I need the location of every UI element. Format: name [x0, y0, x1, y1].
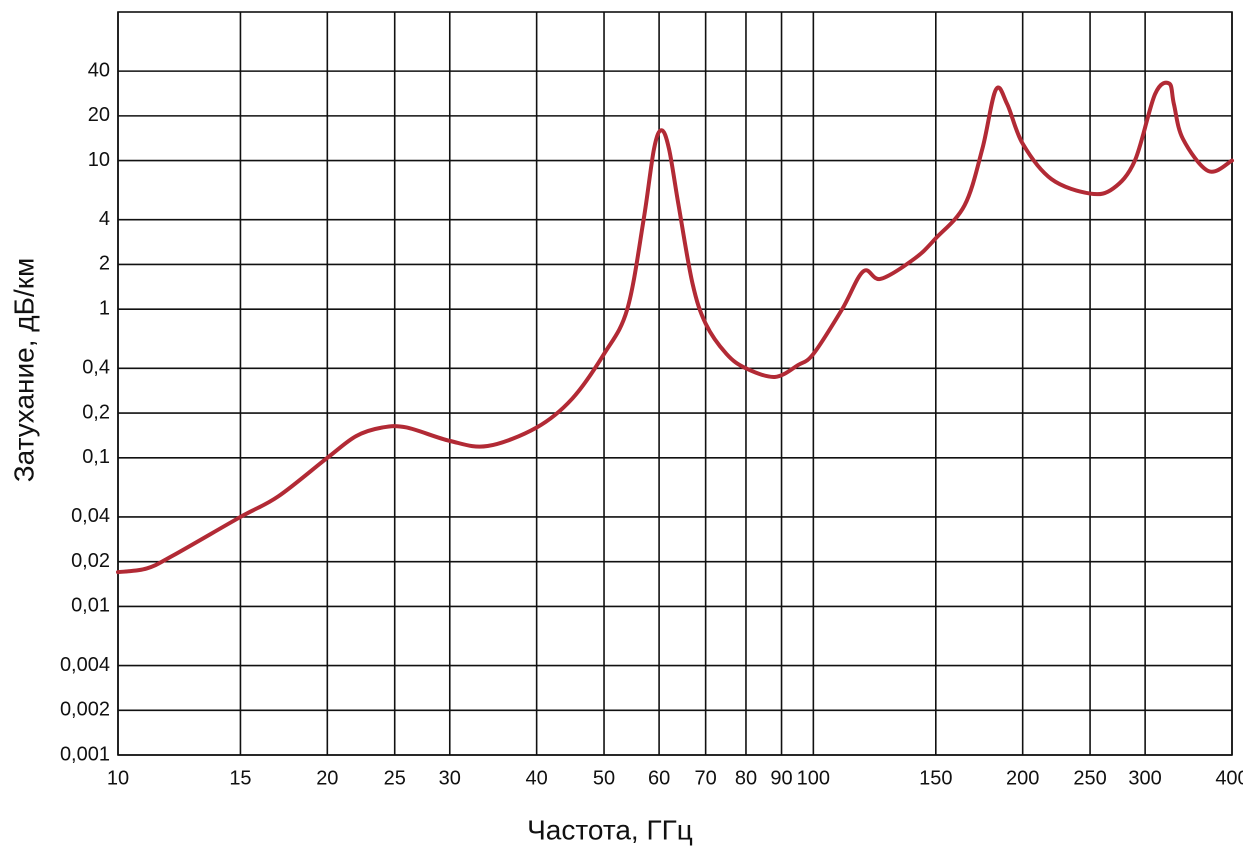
y-tick-label: 2 — [99, 253, 110, 275]
x-tick-label: 10 — [107, 767, 129, 789]
x-tick-label: 40 — [526, 767, 548, 789]
y-tick-label: 0,04 — [71, 505, 110, 527]
x-tick-label: 200 — [1006, 767, 1039, 789]
x-tick-label: 50 — [593, 767, 615, 789]
x-tick-label: 25 — [384, 767, 406, 789]
y-tick-label: 0,4 — [82, 357, 110, 379]
y-tick-label: 0,1 — [82, 446, 110, 468]
y-tick-label: 1 — [99, 297, 110, 319]
data-line — [116, 80, 1234, 575]
y-tick-label: 0,002 — [60, 699, 110, 721]
y-tick-label: 0,01 — [71, 595, 110, 617]
x-tick-label: 60 — [648, 767, 670, 789]
y-tick-label: 0,001 — [60, 743, 110, 765]
x-tick-label: 100 — [797, 767, 830, 789]
x-tick-label: 80 — [735, 767, 757, 789]
x-tick-label: 70 — [695, 767, 717, 789]
y-tick-label: 0,004 — [60, 654, 110, 676]
x-tick-label: 400 — [1215, 767, 1243, 789]
x-tick-label: 150 — [919, 767, 952, 789]
x-tick-label: 20 — [316, 767, 338, 789]
y-tick-label: 4 — [99, 208, 110, 230]
x-tick-label: 15 — [229, 767, 251, 789]
x-axis-label: Частота, ГГц — [527, 814, 693, 845]
x-tick-label: 90 — [770, 767, 792, 789]
plot-frame — [117, 11, 1233, 756]
y-tick-label: 10 — [88, 149, 110, 171]
x-tick-label: 30 — [439, 767, 461, 789]
x-tick-label: 250 — [1073, 767, 1106, 789]
y-axis-label: Затухание, дБ/км — [8, 258, 39, 483]
y-tick-label: 0,2 — [82, 401, 110, 423]
y-tick-label: 0,02 — [71, 550, 110, 572]
y-tick-label: 40 — [88, 59, 110, 81]
x-tick-label: 300 — [1128, 767, 1161, 789]
y-tick-label: 20 — [88, 104, 110, 126]
